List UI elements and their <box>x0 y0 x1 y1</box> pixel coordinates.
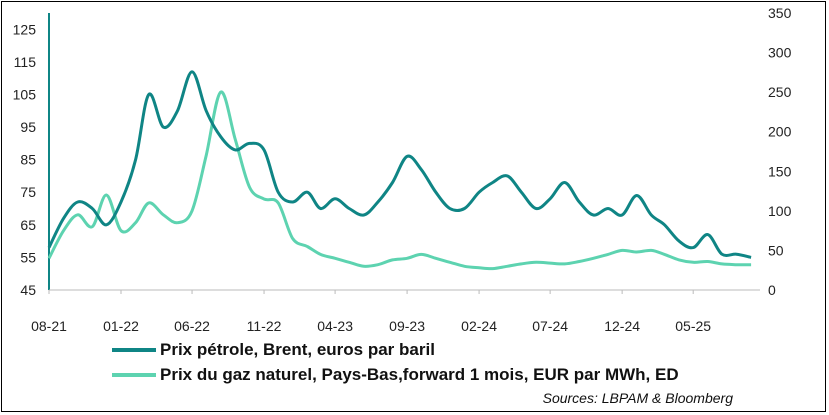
legend-item-gas: Prix du gaz naturel, Pays-Bas,forward 1 … <box>112 365 679 385</box>
y-left-tick-label: 95 <box>20 119 36 135</box>
x-tick-label: 01-22 <box>103 318 139 334</box>
axes <box>48 13 760 294</box>
series-line-brent <box>47 70 752 259</box>
y-right-tick-label: 100 <box>768 203 792 219</box>
x-tick-label: 04-23 <box>317 318 353 334</box>
y-right-tick-label: 250 <box>768 84 792 100</box>
y-right-tick-label: 50 <box>768 242 784 258</box>
y-right-tick-label: 150 <box>768 163 792 179</box>
y-right-tick-label: 200 <box>768 124 792 140</box>
legend-label-brent: Prix pétrole, Brent, euros par baril <box>160 340 435 359</box>
series-lines <box>47 70 752 271</box>
series-line-gas <box>47 90 752 271</box>
legend-item-brent: Prix pétrole, Brent, euros par baril <box>112 340 435 360</box>
x-tick-label: 02-24 <box>461 318 497 334</box>
y-right-tick-label: 0 <box>768 282 776 298</box>
y-left-tick-label: 65 <box>20 217 36 233</box>
y-left-tick-label: 55 <box>20 249 36 265</box>
y-left-tick-label: 105 <box>13 86 37 102</box>
x-tick-label: 05-25 <box>675 318 711 334</box>
x-tick-label: 12-24 <box>604 318 640 334</box>
y-left-tick-label: 75 <box>20 184 36 200</box>
x-tick-label: 09-23 <box>389 318 425 334</box>
x-tick-label: 06-22 <box>174 318 210 334</box>
y-left-tick-label: 125 <box>13 21 37 37</box>
x-tick-label: 11-22 <box>247 318 282 334</box>
y-left-tick-label: 45 <box>20 282 36 298</box>
legend-label-gas: Prix du gaz naturel, Pays-Bas,forward 1 … <box>160 365 679 384</box>
y-right-tick-label: 300 <box>768 45 792 61</box>
y-left-tick-label: 115 <box>14 54 37 70</box>
y-left-tick-label: 85 <box>20 152 36 168</box>
legend-swatch-brent <box>112 348 156 352</box>
y-right-tick-label: 350 <box>768 5 792 21</box>
tick-labels: 45 55 65 75 85 95 105 115 125 0 50 100 150 200 250 300 3… <box>13 5 792 334</box>
x-tick-label: 07-24 <box>532 318 568 334</box>
legend-swatch-gas <box>112 373 156 377</box>
source-note: Sources: LBPAM & Bloomberg <box>542 390 733 406</box>
x-tick-label: 08-21 <box>31 318 67 334</box>
